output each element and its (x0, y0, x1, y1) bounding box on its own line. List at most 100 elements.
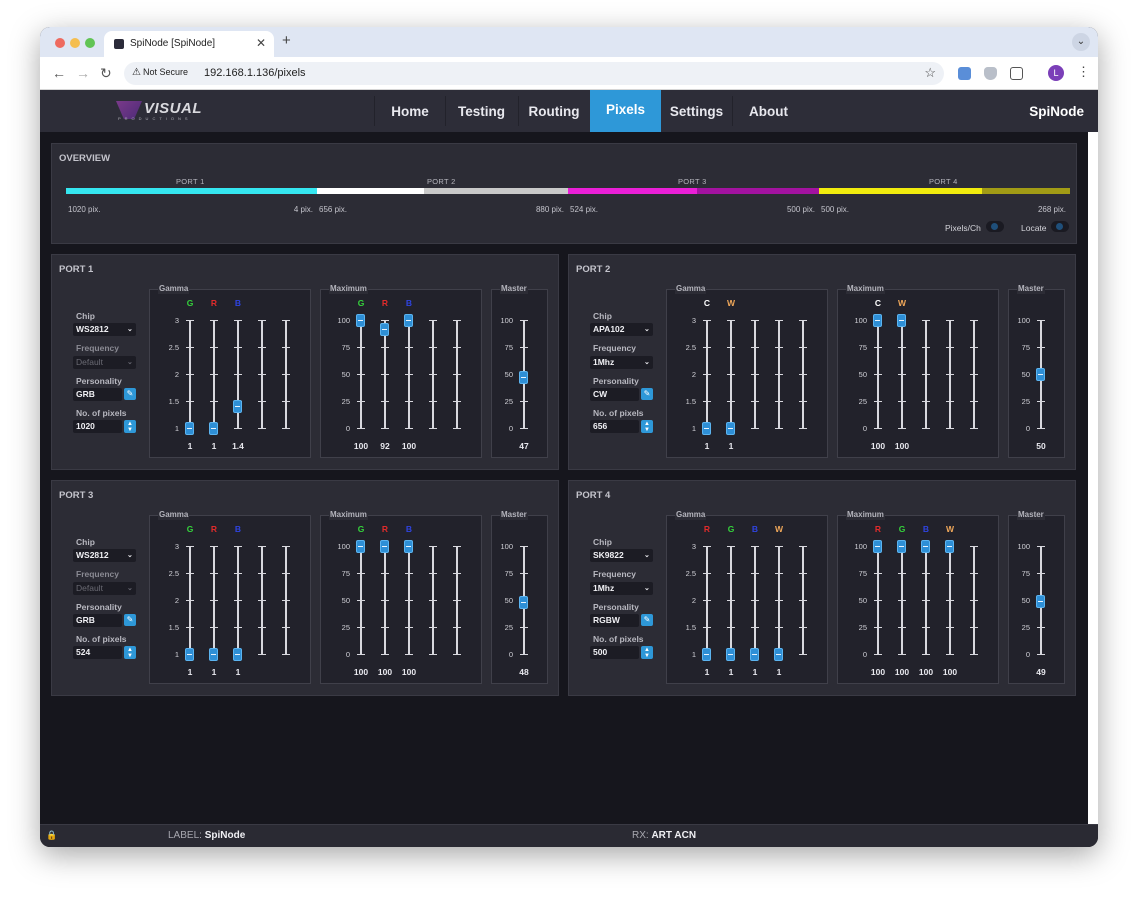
gamma-slider-thumb[interactable] (702, 422, 711, 435)
gamma-slider-thumb[interactable] (750, 648, 759, 661)
url-text[interactable]: 192.168.1.136/pixels (204, 67, 306, 79)
close-window-button[interactable] (55, 38, 65, 48)
chip-select[interactable]: WS2812 (73, 549, 136, 562)
master-slider-thumb[interactable] (519, 596, 528, 609)
stepper-icon[interactable]: ▲ ▼ (124, 420, 136, 433)
slider-tick (874, 428, 882, 429)
logo-text: VISUAL (144, 100, 203, 117)
pixel-count-input[interactable]: 500 (590, 646, 639, 659)
maximum-slider-thumb[interactable] (921, 540, 930, 553)
stepper-icon[interactable]: ▲ ▼ (641, 420, 653, 433)
frequency-select[interactable]: 1Mhz (590, 582, 653, 595)
gamma-slider-thumb[interactable] (726, 648, 735, 661)
pixel-count-input[interactable]: 1020 (73, 420, 122, 433)
gamma-slider-thumb[interactable] (209, 648, 218, 661)
close-tab-icon[interactable]: ✕ (255, 36, 266, 50)
wrench-icon[interactable]: ✎ (641, 614, 653, 626)
chip-select[interactable]: APA102 (590, 323, 653, 336)
slider-tick (453, 573, 461, 574)
translate-extension-icon[interactable] (958, 67, 971, 80)
locate-label: Locate (1021, 223, 1047, 233)
maximum-slider-thumb[interactable] (356, 314, 365, 327)
browser-menu-icon[interactable]: ⋮ (1077, 64, 1090, 79)
profile-avatar[interactable]: L (1048, 65, 1064, 81)
forward-icon[interactable]: → (76, 65, 90, 81)
master-slider-thumb[interactable] (1036, 595, 1045, 608)
wrench-icon[interactable]: ✎ (124, 614, 136, 626)
personality-field[interactable]: CW (590, 388, 639, 401)
bookmark-star-icon[interactable]: ☆ (924, 65, 936, 80)
maximum-slider-thumb[interactable] (356, 540, 365, 553)
minimize-window-button[interactable] (70, 38, 80, 48)
maximum-slider-thumb[interactable] (873, 314, 882, 327)
shield-extension-icon[interactable] (984, 67, 997, 80)
frequency-select[interactable]: 1Mhz (590, 356, 653, 369)
maximum-slider-thumb[interactable] (380, 540, 389, 553)
scale-label: 100 (337, 542, 350, 551)
stepper-icon[interactable]: ▲ ▼ (641, 646, 653, 659)
port-used-pixels: 524 pix. (570, 205, 599, 214)
personality-field[interactable]: RGBW (590, 614, 639, 627)
slider-tick (703, 573, 711, 574)
maximum-slider-thumb[interactable] (404, 540, 413, 553)
pixel-count-input[interactable]: 656 (590, 420, 639, 433)
gamma-slider-thumb[interactable] (233, 400, 242, 413)
nav-testing[interactable]: Testing (458, 104, 505, 119)
nav-routing[interactable]: Routing (528, 104, 580, 119)
pixels-per-channel-toggle[interactable] (986, 221, 1004, 232)
maximum-slider-thumb[interactable] (897, 314, 906, 327)
slider-tick (874, 600, 882, 601)
omnibox[interactable]: ⚠ Not Secure 192.168.1.136/pixels ☆ (124, 62, 944, 85)
gamma-slider-thumb[interactable] (774, 648, 783, 661)
frequency-dropdown-icon: ⌄ (127, 359, 133, 366)
slider-tick (1037, 347, 1045, 348)
master-slider-thumb[interactable] (1036, 368, 1045, 381)
chip-select[interactable]: WS2812 (73, 323, 136, 336)
lock-icon[interactable]: 🔒 (46, 830, 58, 840)
nav-home[interactable]: Home (391, 104, 429, 119)
zoom-window-button[interactable] (85, 38, 95, 48)
maximum-slider-thumb[interactable] (404, 314, 413, 327)
maximum-value: 100 (353, 667, 369, 677)
slider-tick (922, 428, 930, 429)
label-value: SpiNode (204, 830, 246, 841)
page-scrollbar[interactable] (1088, 132, 1098, 824)
gamma-slider-thumb[interactable] (702, 648, 711, 661)
master-slider-thumb[interactable] (519, 371, 528, 384)
wrench-icon[interactable]: ✎ (641, 388, 653, 400)
slider-tick (874, 374, 882, 375)
back-icon[interactable]: ← (52, 65, 66, 81)
gamma-slider-thumb[interactable] (209, 422, 218, 435)
slider-tick (282, 347, 290, 348)
locate-toggle[interactable] (1051, 221, 1069, 232)
gamma-slider-thumb[interactable] (233, 648, 242, 661)
scale-label: 0 (508, 424, 513, 433)
nav-settings[interactable]: Settings (669, 104, 724, 119)
chip-select[interactable]: SK9822 (590, 549, 653, 562)
new-tab-button[interactable]: + (282, 32, 291, 49)
reload-icon[interactable]: ↻ (100, 65, 112, 81)
nav-pixels[interactable]: Pixels (590, 90, 661, 132)
extensions-puzzle-icon[interactable] (1010, 67, 1023, 80)
scale-label: 75 (858, 569, 867, 578)
maximum-slider-thumb[interactable] (873, 540, 882, 553)
browser-tab[interactable]: SpiNode [SpiNode] ✕ (104, 31, 274, 57)
slider-tick (381, 573, 389, 574)
personality-field[interactable]: GRB (73, 388, 122, 401)
pixel-count-input[interactable]: 524 (73, 646, 122, 659)
personality-field[interactable]: GRB (73, 614, 122, 627)
slider-tick (210, 401, 218, 402)
wrench-icon[interactable]: ✎ (124, 388, 136, 400)
maximum-slider-thumb[interactable] (945, 540, 954, 553)
gamma-slider-thumb[interactable] (185, 422, 194, 435)
security-indicator[interactable]: ⚠ Not Secure (132, 67, 188, 78)
maximum-slider-thumb[interactable] (897, 540, 906, 553)
nav-about[interactable]: About (749, 104, 788, 119)
stepper-icon[interactable]: ▲ ▼ (124, 646, 136, 659)
gamma-slider-thumb[interactable] (726, 422, 735, 435)
tab-search-button[interactable]: ⌄ (1072, 33, 1090, 51)
maximum-value: 92 (380, 441, 390, 451)
gamma-slider-thumb[interactable] (185, 648, 194, 661)
maximum-slider-thumb[interactable] (380, 323, 389, 336)
slider-tick (970, 573, 978, 574)
